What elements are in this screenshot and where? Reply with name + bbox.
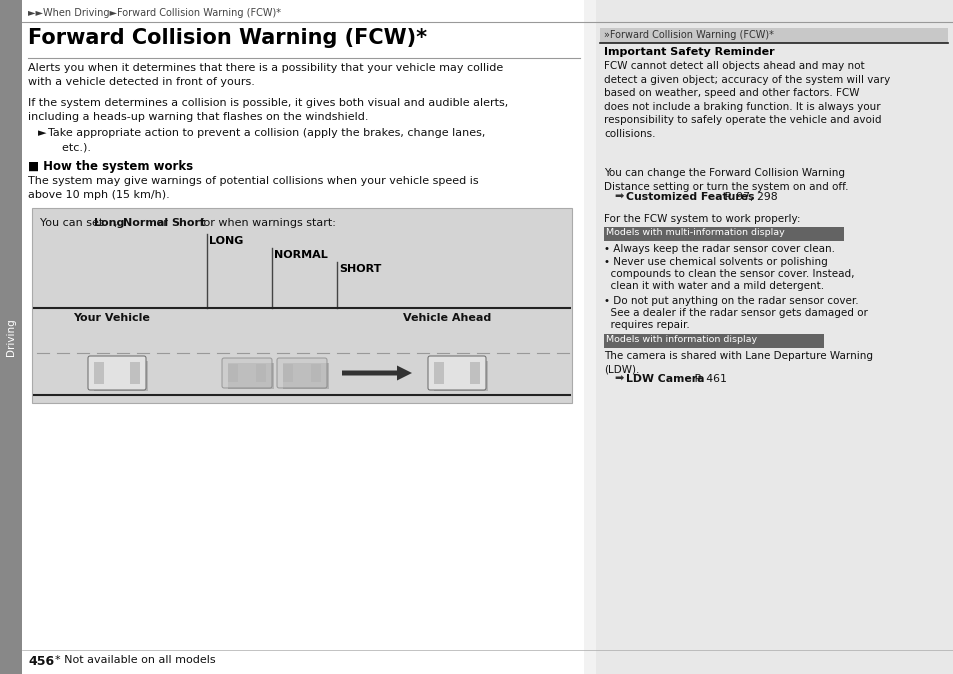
Text: You can change the Forward Collision Warning
Distance setting or turn the system: You can change the Forward Collision War… — [603, 168, 847, 191]
Text: or: or — [152, 218, 172, 228]
Bar — [228, 363, 274, 389]
FancyArrow shape — [341, 365, 412, 381]
Text: * Not available on all models: * Not available on all models — [55, 655, 215, 665]
Text: Models with multi-information display: Models with multi-information display — [605, 228, 784, 237]
Bar — [603, 334, 823, 348]
Text: Long: Long — [94, 218, 124, 228]
Bar — [283, 363, 329, 389]
Text: Take appropriate action to prevent a collision (apply the brakes, change lanes,
: Take appropriate action to prevent a col… — [48, 128, 485, 152]
Text: • Always keep the radar sensor cover clean.: • Always keep the radar sensor cover cle… — [603, 244, 834, 254]
Text: 456: 456 — [28, 655, 54, 668]
Text: You can set: You can set — [40, 218, 107, 228]
Bar — [470, 362, 479, 384]
Text: Vehicle Ahead: Vehicle Ahead — [402, 313, 491, 323]
Text: compounds to clean the sensor cover. Instead,: compounds to clean the sensor cover. Ins… — [603, 269, 854, 279]
Text: LONG: LONG — [209, 236, 243, 246]
Text: SHORT: SHORT — [338, 264, 381, 274]
Text: Driving: Driving — [6, 318, 16, 356]
Bar — [434, 361, 488, 391]
Text: LDW Camera: LDW Camera — [625, 374, 703, 384]
Bar — [94, 361, 148, 391]
Text: Short: Short — [171, 218, 205, 228]
Bar — [22, 0, 583, 674]
Bar — [434, 362, 443, 384]
Text: Alerts you when it determines that there is a possibility that your vehicle may : Alerts you when it determines that there… — [28, 63, 503, 87]
Text: For the FCW system to work properly:: For the FCW system to work properly: — [603, 214, 800, 224]
FancyBboxPatch shape — [276, 358, 327, 388]
Bar — [311, 364, 320, 382]
Text: Customized Features: Customized Features — [625, 192, 754, 202]
Bar — [94, 362, 104, 384]
Text: See a dealer if the radar sensor gets damaged or: See a dealer if the radar sensor gets da… — [603, 308, 867, 318]
Text: »Forward Collision Warning (FCW)*: »Forward Collision Warning (FCW)* — [603, 30, 773, 40]
Text: • Do not put anything on the radar sensor cover.: • Do not put anything on the radar senso… — [603, 296, 858, 306]
Text: P. 461: P. 461 — [690, 374, 726, 384]
Bar — [228, 364, 237, 382]
Text: NORMAL: NORMAL — [274, 250, 328, 260]
Text: P. 97, 298: P. 97, 298 — [720, 192, 777, 202]
Text: Models with information display: Models with information display — [605, 335, 757, 344]
Text: ➡: ➡ — [614, 192, 622, 202]
Text: clean it with water and a mild detergent.: clean it with water and a mild detergent… — [603, 281, 823, 291]
Bar — [32, 208, 572, 403]
Text: requires repair.: requires repair. — [603, 320, 689, 330]
Text: ►►When Driving►Forward Collision Warning (FCW)*: ►►When Driving►Forward Collision Warning… — [28, 8, 281, 18]
Bar — [0, 0, 22, 674]
Text: ,: , — [113, 218, 121, 228]
Text: FCW cannot detect all objects ahead and may not
detect a given object; accuracy : FCW cannot detect all objects ahead and … — [603, 61, 889, 139]
Text: Important Safety Reminder: Important Safety Reminder — [603, 47, 774, 57]
Text: If the system determines a collision is possible, it gives both visual and audib: If the system determines a collision is … — [28, 98, 508, 122]
FancyBboxPatch shape — [222, 358, 272, 388]
Text: Your Vehicle: Your Vehicle — [73, 313, 151, 323]
Bar — [255, 364, 266, 382]
Text: ►: ► — [38, 128, 47, 138]
Text: ➡: ➡ — [614, 374, 622, 384]
Text: Normal: Normal — [123, 218, 168, 228]
Text: The camera is shared with Lane Departure Warning
(LDW).: The camera is shared with Lane Departure… — [603, 351, 872, 375]
FancyBboxPatch shape — [428, 356, 485, 390]
Bar — [596, 0, 953, 674]
Text: How the system works: How the system works — [39, 160, 193, 173]
Text: • Never use chemical solvents or polishing: • Never use chemical solvents or polishi… — [603, 257, 827, 267]
FancyBboxPatch shape — [88, 356, 146, 390]
Bar — [603, 227, 843, 241]
Text: The system may give warnings of potential collisions when your vehicle speed is
: The system may give warnings of potentia… — [28, 176, 478, 200]
Bar — [283, 364, 293, 382]
Bar — [599, 28, 947, 43]
Text: ■: ■ — [28, 160, 39, 173]
Bar — [130, 362, 140, 384]
Text: for when warnings start:: for when warnings start: — [195, 218, 335, 228]
Text: Forward Collision Warning (FCW)*: Forward Collision Warning (FCW)* — [28, 28, 427, 48]
